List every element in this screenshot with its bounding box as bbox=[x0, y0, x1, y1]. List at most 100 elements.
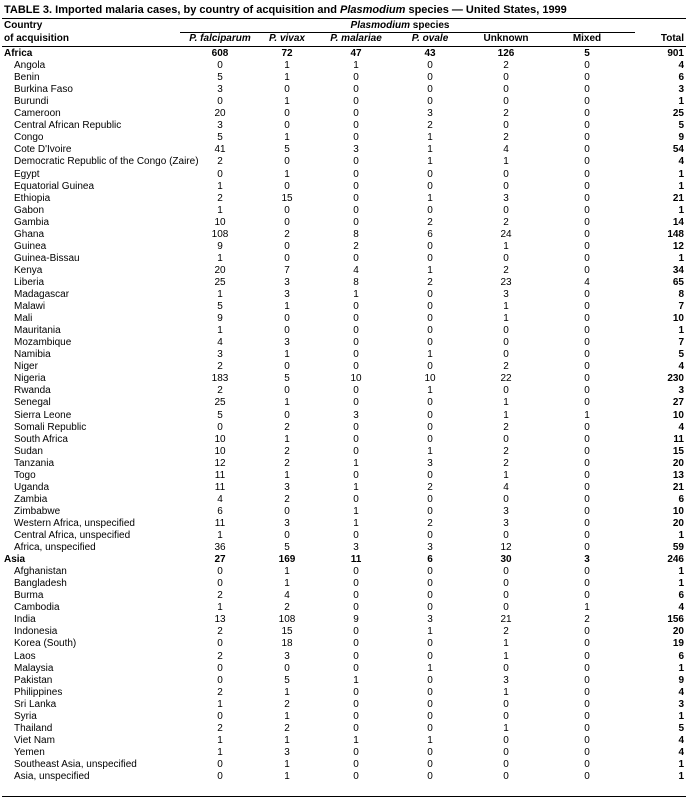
cell: 27 bbox=[672, 397, 684, 409]
cell: 2 bbox=[503, 60, 509, 72]
cell: 0 bbox=[584, 289, 590, 300]
cell: 0 bbox=[353, 469, 359, 481]
cell: 0 bbox=[584, 397, 590, 409]
cell: 0 bbox=[503, 120, 509, 132]
cell: 0 bbox=[503, 566, 509, 578]
cell: 1 bbox=[353, 289, 359, 300]
column-header: P. malariae bbox=[330, 33, 382, 44]
cell: 0 bbox=[427, 674, 433, 686]
cell: 0 bbox=[584, 457, 590, 469]
cell: 0 bbox=[584, 216, 590, 228]
cell: 0 bbox=[584, 542, 590, 554]
cell: 0 bbox=[353, 216, 359, 228]
cell: 0 bbox=[584, 505, 590, 517]
cell: 0 bbox=[584, 144, 590, 156]
cell: 0 bbox=[584, 252, 590, 264]
cell: 246 bbox=[667, 554, 684, 566]
cell: 0 bbox=[584, 349, 590, 361]
cell: 65 bbox=[672, 276, 684, 288]
country-name: Pakistan bbox=[14, 674, 53, 686]
cell: 11 bbox=[214, 469, 226, 481]
cell: 0 bbox=[284, 409, 290, 421]
cell: 0 bbox=[503, 385, 509, 397]
country-name: Niger bbox=[14, 361, 38, 373]
cell: 0 bbox=[427, 204, 433, 216]
cell: 12 bbox=[672, 240, 684, 252]
country-name: Nigeria bbox=[14, 373, 46, 385]
country-name: Cameroon bbox=[14, 108, 61, 120]
cell: 0 bbox=[584, 722, 590, 734]
cell: 0 bbox=[584, 373, 590, 385]
country-name: Gambia bbox=[14, 216, 50, 228]
cell: 3 bbox=[503, 505, 509, 517]
cell: 0 bbox=[427, 566, 433, 578]
cell: 1 bbox=[678, 204, 684, 216]
cell: 0 bbox=[503, 433, 509, 445]
cell: 0 bbox=[353, 590, 359, 602]
country-name: South Africa bbox=[14, 433, 68, 445]
cell: 3 bbox=[284, 337, 290, 349]
cell: 11 bbox=[214, 517, 226, 529]
cell: 7 bbox=[284, 264, 290, 276]
cell: 1 bbox=[427, 734, 433, 746]
cell: 5 bbox=[584, 48, 590, 59]
cell: 43 bbox=[424, 48, 436, 59]
cell: 5 bbox=[678, 349, 684, 361]
cell: 0 bbox=[584, 650, 590, 662]
cell: 1 bbox=[503, 397, 509, 409]
cell: 10 bbox=[214, 433, 226, 445]
cell: 1 bbox=[503, 650, 509, 662]
cell: 1 bbox=[217, 252, 223, 264]
cell: 0 bbox=[584, 168, 590, 180]
cell: 183 bbox=[211, 373, 229, 385]
cell: 4 bbox=[678, 686, 684, 698]
cell: 10 bbox=[350, 373, 362, 385]
cell: 0 bbox=[353, 132, 359, 144]
cell: 0 bbox=[427, 240, 433, 252]
cell: 2 bbox=[503, 626, 509, 638]
country-name: Laos bbox=[14, 650, 36, 662]
cell: 0 bbox=[584, 626, 590, 638]
cell: 0 bbox=[503, 734, 509, 746]
cell: 20 bbox=[672, 626, 684, 638]
cell: 0 bbox=[217, 662, 223, 674]
cell: 0 bbox=[353, 361, 359, 373]
cell: 15 bbox=[672, 445, 684, 457]
cell: 25 bbox=[214, 276, 226, 288]
cell: 3 bbox=[503, 517, 509, 529]
country-name: Africa, unspecified bbox=[14, 542, 96, 554]
cell: 34 bbox=[672, 264, 684, 276]
cell: 1 bbox=[284, 566, 290, 578]
cell: 0 bbox=[427, 578, 433, 590]
cell: 1 bbox=[427, 385, 433, 397]
cell: 0 bbox=[427, 72, 433, 84]
cell: 7 bbox=[678, 337, 684, 349]
cell: 10 bbox=[672, 409, 684, 421]
cell: 0 bbox=[353, 325, 359, 337]
cell: 3 bbox=[503, 192, 509, 204]
cell: 1 bbox=[284, 734, 290, 746]
rule bbox=[2, 46, 686, 47]
cell: 0 bbox=[353, 108, 359, 120]
cell: 0 bbox=[584, 469, 590, 481]
cell: 25 bbox=[672, 108, 684, 120]
cell: 4 bbox=[503, 144, 509, 156]
cell: 0 bbox=[353, 120, 359, 132]
cell: 0 bbox=[503, 602, 509, 614]
country-name: Angola bbox=[14, 60, 46, 72]
cell: 0 bbox=[284, 240, 290, 252]
cell: 3 bbox=[353, 409, 359, 421]
cell: 0 bbox=[427, 168, 433, 180]
cell: 0 bbox=[284, 156, 290, 168]
cell: 608 bbox=[211, 48, 229, 59]
country-name: Burkina Faso bbox=[14, 84, 73, 96]
cell: 9 bbox=[353, 614, 359, 626]
cell: 0 bbox=[584, 481, 590, 493]
country-name: Democratic Republic of the Congo (Zaire) bbox=[14, 156, 199, 168]
cell: 1 bbox=[217, 746, 223, 758]
cell: 0 bbox=[427, 84, 433, 96]
cell: 0 bbox=[584, 108, 590, 120]
cell: 3 bbox=[503, 674, 509, 686]
cell: 1 bbox=[678, 710, 684, 722]
